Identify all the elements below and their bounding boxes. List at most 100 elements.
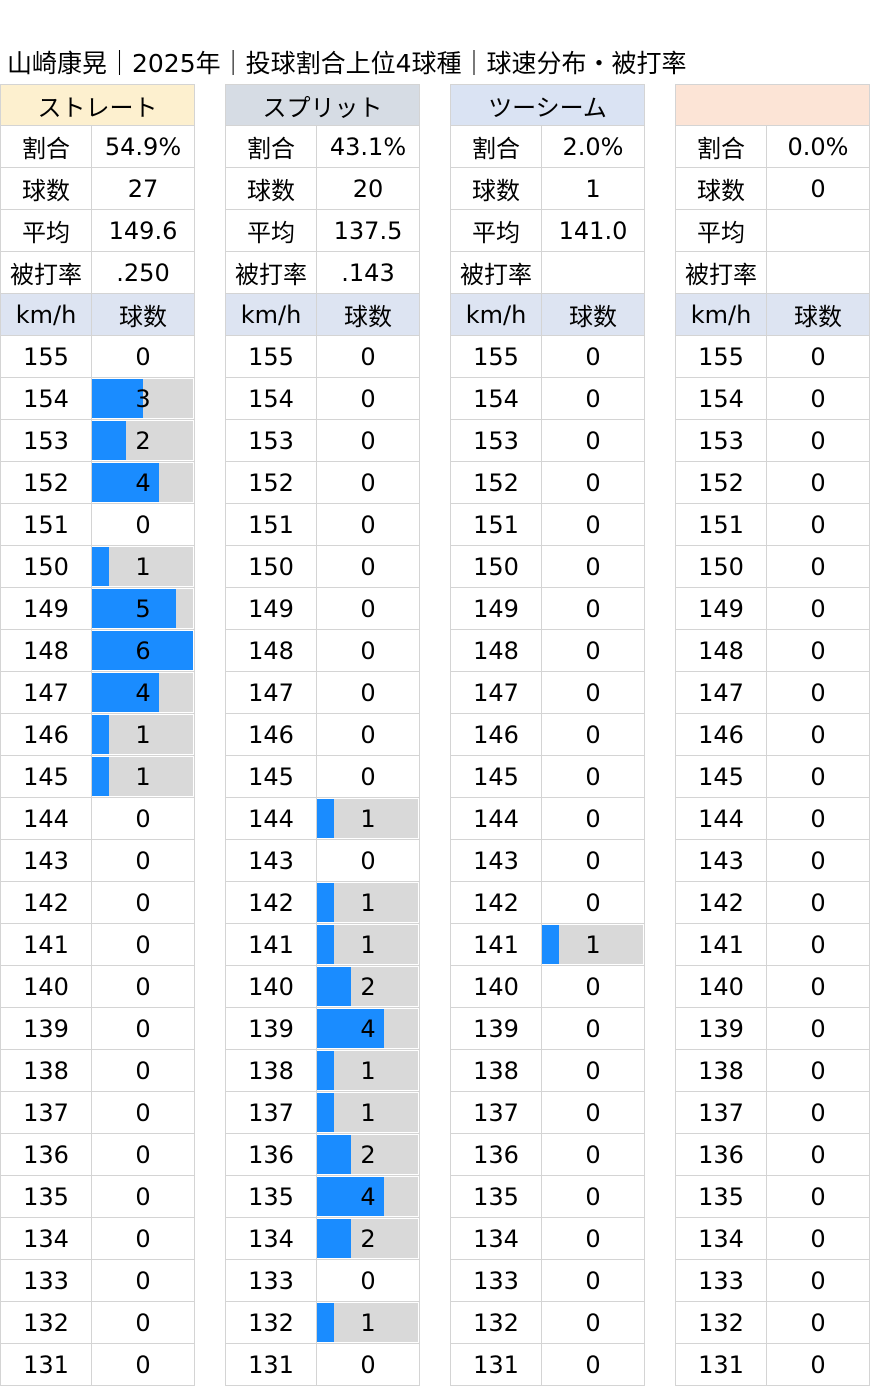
- speed-label: 134: [226, 1218, 317, 1259]
- speed-label: 133: [676, 1260, 767, 1301]
- speed-row: 152 0: [225, 462, 420, 504]
- count-value: 0: [135, 1182, 151, 1211]
- count-cell: 6: [92, 630, 194, 671]
- speed-label: 142: [451, 882, 542, 923]
- count-cell: 0: [92, 1134, 194, 1175]
- speed-row: 147 0: [225, 672, 420, 714]
- speed-label: 139: [226, 1008, 317, 1049]
- count-value: 0: [585, 720, 601, 749]
- speed-label: 135: [1, 1176, 92, 1217]
- speed-label: 153: [1, 420, 92, 461]
- count-cell: 0: [542, 966, 644, 1007]
- speed-label: 151: [676, 504, 767, 545]
- count-value: 0: [810, 510, 826, 539]
- speed-label: 144: [1, 798, 92, 839]
- count-value: 0: [585, 1350, 601, 1379]
- count-value: 0: [585, 594, 601, 623]
- speed-label: 152: [676, 462, 767, 503]
- count-value: 0: [360, 510, 376, 539]
- speed-row: 141 0: [0, 924, 195, 966]
- speed-label: 137: [451, 1092, 542, 1133]
- count-value: 0: [585, 384, 601, 413]
- speed-row: 140 0: [675, 966, 870, 1008]
- batting-avg-row-label: 被打率: [1, 252, 92, 293]
- speed-row: 139 0: [0, 1008, 195, 1050]
- count-cell: 1: [92, 714, 194, 755]
- speed-row: 148 0: [675, 630, 870, 672]
- count-value: 0: [585, 762, 601, 791]
- count-value: 0: [810, 1056, 826, 1085]
- count-cell: 2: [92, 420, 194, 461]
- speed-row: 150 0: [450, 546, 645, 588]
- speed-row: 142 0: [0, 882, 195, 924]
- speed-label: 142: [676, 882, 767, 923]
- speed-label: 144: [451, 798, 542, 839]
- speed-label: 153: [676, 420, 767, 461]
- count-row-label: 球数: [451, 168, 542, 209]
- speed-row: 153 0: [675, 420, 870, 462]
- count-bar: [317, 1303, 334, 1342]
- speed-row: 144 0: [450, 798, 645, 840]
- speed-row: 154 0: [450, 378, 645, 420]
- speed-label: 149: [676, 588, 767, 629]
- speed-label: 153: [226, 420, 317, 461]
- speed-label: 147: [451, 672, 542, 713]
- count-cell: 0: [542, 588, 644, 629]
- speed-row: 137 0: [675, 1092, 870, 1134]
- speed-row: 131 0: [675, 1344, 870, 1386]
- speed-label: 135: [676, 1176, 767, 1217]
- speed-row: 148 0: [225, 630, 420, 672]
- speed-label: 132: [676, 1302, 767, 1343]
- avg-speed-row-value: [767, 210, 869, 251]
- speed-row: 153 0: [225, 420, 420, 462]
- count-value: 0: [135, 1056, 151, 1085]
- count-value: 6: [135, 636, 151, 665]
- speed-row: 140 2: [225, 966, 420, 1008]
- speed-column-header: km/h: [676, 294, 767, 335]
- speed-row: 151 0: [225, 504, 420, 546]
- speed-label: 134: [676, 1218, 767, 1259]
- speed-label: 142: [1, 882, 92, 923]
- pitch-panel: スプリット 割合 43.1% 球数 20 平均 137.5 被打率 .143 km/h 球数 155 0…: [225, 84, 420, 1386]
- pitch-panel: ストレート 割合 54.9% 球数 27 平均 149.6 被打率 .250 km/h 球数 155 0…: [0, 84, 195, 1386]
- count-cell: 0: [317, 756, 419, 797]
- count-value: 2: [360, 1140, 376, 1169]
- speed-label: 132: [451, 1302, 542, 1343]
- count-value: 0: [360, 762, 376, 791]
- speed-row: 136 0: [0, 1134, 195, 1176]
- speed-row: 131 0: [225, 1344, 420, 1386]
- count-bar: [92, 547, 109, 586]
- count-row: 球数 0: [675, 168, 870, 210]
- speed-label: 148: [451, 630, 542, 671]
- speed-label: 151: [226, 504, 317, 545]
- count-bar: [317, 1135, 351, 1174]
- speed-label: 139: [451, 1008, 542, 1049]
- column-header-row: km/h 球数: [450, 294, 645, 336]
- count-value: 0: [810, 972, 826, 1001]
- count-value: 0: [135, 1224, 151, 1253]
- count-cell: 3: [92, 378, 194, 419]
- count-cell: 4: [317, 1176, 419, 1217]
- speed-column-header: km/h: [451, 294, 542, 335]
- ratio-row-label: 割合: [226, 126, 317, 167]
- count-value: 0: [810, 594, 826, 623]
- count-cell: 0: [542, 420, 644, 461]
- speed-label: 133: [1, 1260, 92, 1301]
- speed-label: 142: [226, 882, 317, 923]
- speed-row: 153 2: [0, 420, 195, 462]
- speed-row: 132 0: [450, 1302, 645, 1344]
- count-cell: 0: [767, 1344, 869, 1385]
- count-column-header: 球数: [569, 303, 617, 331]
- count-value: 0: [810, 888, 826, 917]
- count-cell: 2: [317, 1134, 419, 1175]
- speed-row: 143 0: [675, 840, 870, 882]
- count-value: 0: [360, 594, 376, 623]
- count-cell: 1: [542, 924, 644, 965]
- count-bar: [92, 673, 159, 712]
- speed-row: 133 0: [225, 1260, 420, 1302]
- batting-avg-row-value: [542, 252, 644, 293]
- speed-label: 132: [1, 1302, 92, 1343]
- speed-label: 140: [1, 966, 92, 1007]
- count-cell: 0: [542, 882, 644, 923]
- speed-row: 145 0: [675, 756, 870, 798]
